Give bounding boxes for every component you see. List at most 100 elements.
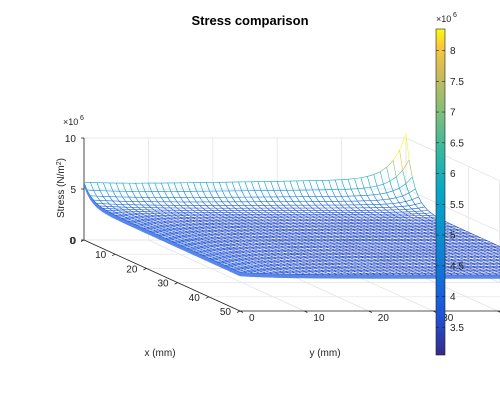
surface-mesh-line <box>314 261 319 264</box>
surface-mesh-line <box>210 236 214 239</box>
surface-mesh-line <box>410 273 415 276</box>
surface-mesh-line <box>157 215 161 218</box>
surface-mesh-line <box>452 233 456 236</box>
surface-mesh-line <box>86 189 91 196</box>
surface-mesh-line <box>386 167 391 182</box>
surface-mesh-line <box>375 268 379 271</box>
surface-mesh-line <box>335 236 340 239</box>
surface-mesh-line <box>379 204 384 208</box>
surface-mesh-line <box>266 262 270 265</box>
surface-mesh-line <box>296 196 300 202</box>
surface-mesh-line <box>417 261 422 264</box>
surface-mesh-line <box>241 253 245 256</box>
surface-mesh-line <box>205 210 210 213</box>
surface-mesh-line <box>323 271 328 274</box>
surface-mesh-line <box>388 224 392 227</box>
surface-mesh-line <box>367 241 372 244</box>
surface-mesh-line <box>363 212 367 215</box>
surface-mesh-line <box>235 240 240 242</box>
surface-mesh-line <box>427 257 432 260</box>
surface-mesh-line <box>259 230 263 233</box>
surface-mesh-line <box>331 212 335 215</box>
surface-mesh-line <box>188 229 192 232</box>
surface-mesh-line <box>225 254 229 257</box>
surface-mesh-line <box>244 255 248 258</box>
surface-mesh-line <box>418 250 423 253</box>
surface-mesh-line <box>325 240 330 243</box>
surface-mesh-line <box>167 197 171 203</box>
surface-mesh-line <box>155 231 160 234</box>
surface-mesh-line <box>376 248 381 251</box>
surface-mesh-line <box>475 261 480 264</box>
surface-mesh-line <box>369 212 374 215</box>
surface-mesh-line <box>365 234 369 237</box>
surface-mesh-line <box>359 272 363 275</box>
surface-mesh-line <box>287 237 291 240</box>
surface-mesh-line <box>193 197 197 203</box>
surface-mesh-line <box>454 246 458 249</box>
surface-mesh-line <box>423 270 428 273</box>
surface-mesh-line <box>328 255 332 258</box>
surface-mesh-line <box>302 204 306 209</box>
surface-mesh-line <box>383 180 390 185</box>
surface-mesh-line <box>259 218 264 221</box>
surface-mesh-line <box>273 207 277 211</box>
surface-mesh-line <box>347 253 352 256</box>
surface-mesh-line <box>385 267 389 270</box>
surface-mesh-line <box>383 198 390 201</box>
surface-mesh-line <box>168 229 173 232</box>
surface-mesh-line <box>423 220 428 223</box>
surface-mesh-line <box>264 241 269 244</box>
surface-mesh-line <box>288 266 293 269</box>
surface-mesh-line <box>428 243 433 246</box>
surface-mesh-line <box>331 189 336 197</box>
surface-mesh-line <box>356 221 360 224</box>
surface-mesh-line <box>124 216 129 219</box>
surface-mesh-line <box>265 270 270 273</box>
surface-mesh-line <box>407 224 411 227</box>
surface-mesh-line <box>317 227 321 230</box>
surface-mesh-line <box>346 226 350 229</box>
surface-mesh-line <box>303 241 307 244</box>
surface-mesh-line <box>168 234 172 237</box>
surface-mesh-line <box>354 241 359 244</box>
surface-mesh-line <box>354 178 358 189</box>
surface-mesh-line <box>229 242 233 245</box>
surface-mesh-line <box>317 221 322 224</box>
surface-mesh-line <box>346 272 350 275</box>
surface-mesh-line <box>285 221 289 224</box>
surface-mesh-line <box>136 225 141 228</box>
surface-mesh-line <box>299 254 303 257</box>
surface-mesh-line <box>482 258 486 261</box>
surface-mesh-line <box>321 261 325 264</box>
surface-mesh-line <box>280 240 285 243</box>
surface-mesh-line <box>401 260 406 263</box>
surface-mesh-line <box>134 215 138 218</box>
surface-mesh-line <box>194 237 198 240</box>
surface-mesh-line <box>301 272 305 275</box>
surface-mesh-line <box>395 263 399 266</box>
surface-mesh-line <box>159 224 163 227</box>
surface-mesh-line <box>243 270 247 273</box>
surface-mesh-line <box>403 231 408 234</box>
surface-mesh-line <box>304 271 308 274</box>
surface-mesh-line <box>329 238 333 241</box>
surface-mesh-line <box>149 228 153 231</box>
surface-mesh-line <box>208 255 213 258</box>
surface-mesh-line <box>237 255 242 258</box>
surface-mesh-line <box>99 205 103 209</box>
surface-mesh-line <box>308 261 312 264</box>
surface-mesh-line <box>244 210 248 213</box>
surface-mesh-line <box>413 227 418 230</box>
surface-mesh-line <box>283 181 288 191</box>
surface-mesh-line <box>378 229 382 232</box>
surface-mesh-line <box>275 272 279 275</box>
surface-mesh-line <box>460 246 465 249</box>
surface-axes: 01020304050010203040500510 <box>65 134 500 324</box>
surface-mesh-line <box>460 254 464 257</box>
surface-mesh-line <box>268 240 272 243</box>
surface-mesh-line <box>484 268 489 271</box>
surface-mesh-line <box>253 218 257 221</box>
surface-mesh-line <box>157 207 161 211</box>
